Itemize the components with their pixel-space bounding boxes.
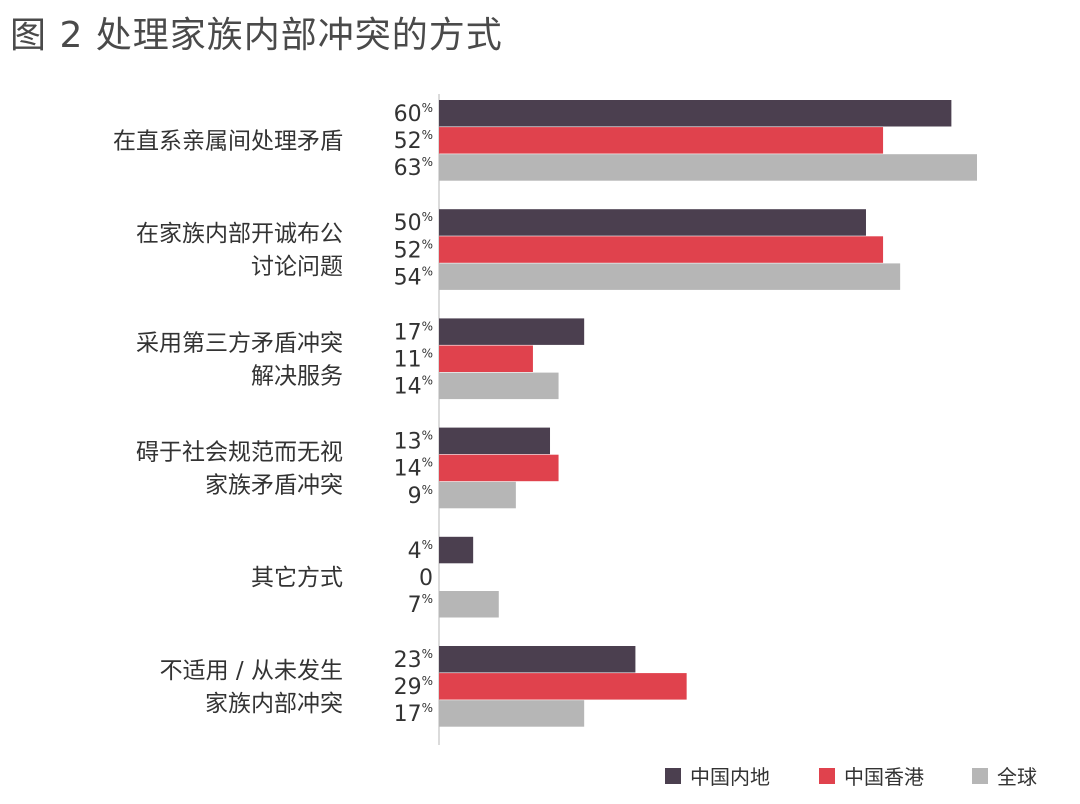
bar xyxy=(439,209,866,236)
bar xyxy=(439,154,977,181)
data-label: 17% xyxy=(394,319,433,345)
category-label: 解决服务 xyxy=(251,363,343,389)
bar xyxy=(439,481,516,509)
data-label: 60% xyxy=(394,101,433,127)
data-label: 7% xyxy=(408,592,433,618)
bar xyxy=(439,427,551,455)
category-label: 在家族内部开诚布公 xyxy=(136,221,343,247)
bar xyxy=(439,536,474,564)
legend-swatch xyxy=(665,768,681,784)
legend-swatch xyxy=(819,768,835,784)
bar xyxy=(439,372,559,400)
category-label: 采用第三方矛盾冲突 xyxy=(136,330,343,356)
data-label: 54% xyxy=(394,264,433,290)
bar xyxy=(439,646,636,673)
data-label: 11% xyxy=(394,347,433,373)
bar xyxy=(439,236,884,263)
chart-title: 图 2 处理家族内部冲突的方式 xyxy=(10,15,503,56)
bar xyxy=(439,345,533,372)
legend-swatch xyxy=(972,768,988,784)
data-label: 0 xyxy=(419,566,433,591)
category-label: 家族内部冲突 xyxy=(205,691,343,717)
data-label: 52% xyxy=(394,237,433,263)
category-label: 在直系亲属间处理矛盾 xyxy=(113,128,343,154)
data-label: 14% xyxy=(394,456,433,482)
data-label: 4% xyxy=(408,538,433,564)
bar xyxy=(439,263,901,290)
data-label: 23% xyxy=(394,647,433,673)
bar xyxy=(439,318,585,345)
data-label: 50% xyxy=(394,210,433,236)
bar xyxy=(439,127,884,154)
data-label: 63% xyxy=(394,155,433,181)
legend-label: 中国内地 xyxy=(690,765,770,789)
bar xyxy=(439,591,499,618)
category-label: 碍于社会规范而无视 xyxy=(136,439,343,465)
data-label: 17% xyxy=(394,701,433,727)
category-label: 家族矛盾冲突 xyxy=(205,472,343,498)
data-label: 9% xyxy=(408,483,433,509)
data-label: 14% xyxy=(394,374,433,400)
category-label: 讨论问题 xyxy=(251,254,343,280)
legend-label: 中国香港 xyxy=(844,765,924,789)
category-label: 不适用 / 从未发生 xyxy=(160,658,343,684)
legend-label: 全球 xyxy=(997,765,1037,789)
bar xyxy=(439,100,952,127)
data-label: 13% xyxy=(394,429,433,455)
category-label: 其它方式 xyxy=(251,565,343,591)
bar xyxy=(439,673,687,700)
data-label: 29% xyxy=(394,674,433,700)
data-label: 52% xyxy=(394,128,433,154)
bar xyxy=(439,454,559,482)
bar xyxy=(439,700,585,727)
